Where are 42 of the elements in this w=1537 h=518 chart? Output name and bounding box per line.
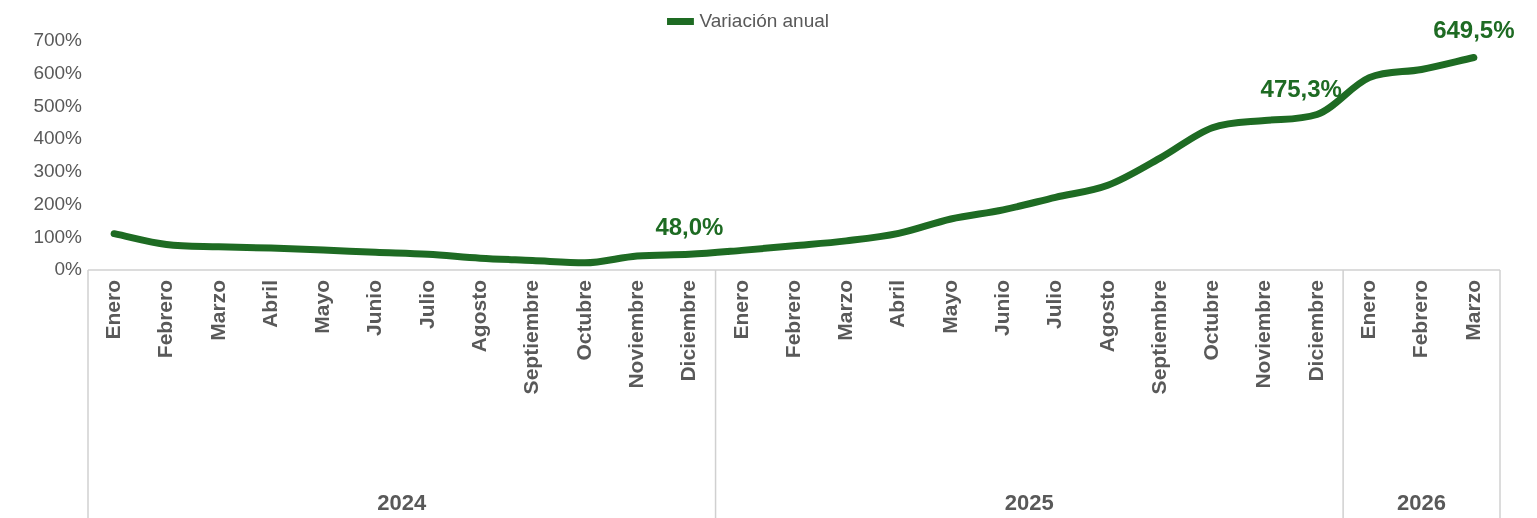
- x-tick-label: Diciembre: [1303, 280, 1327, 382]
- data-label: 48,0%: [655, 212, 724, 240]
- x-tick-label: Octubre: [1199, 280, 1223, 361]
- x-tick-label: Diciembre: [676, 280, 700, 382]
- y-tick-label: 0%: [54, 258, 83, 280]
- x-tick-label: Enero: [1356, 280, 1380, 340]
- x-tick-label: Mayo: [937, 280, 961, 334]
- data-label: 475,3%: [1260, 75, 1342, 103]
- x-tick-label: Enero: [728, 280, 752, 340]
- legend-label: Variación anual: [699, 9, 830, 31]
- y-tick-label: 700%: [33, 29, 83, 51]
- text: 2025: [1004, 490, 1054, 516]
- x-tick-label: Noviembre: [1251, 280, 1275, 389]
- x-tick-label: Agosto: [467, 280, 491, 353]
- y-tick-label: 300%: [33, 160, 83, 182]
- x-tick-label: Marzo: [833, 280, 857, 341]
- x-tick-label: Mayo: [310, 280, 334, 334]
- y-tick-label: 600%: [33, 61, 83, 83]
- y-tick-label: 500%: [33, 94, 83, 116]
- x-tick-label: Septiembre: [519, 280, 543, 395]
- x-tick-label: Junio: [362, 280, 386, 336]
- x-tick-label: Julio: [1042, 280, 1066, 330]
- y-tick-label: 400%: [33, 127, 83, 149]
- x-tick-label: Febrero: [1408, 280, 1432, 359]
- x-tick-label: Julio: [414, 280, 438, 330]
- x-tick-label: Junio: [989, 280, 1013, 336]
- x-tick-label: Febrero: [153, 280, 177, 359]
- x-tick-label: Septiembre: [1146, 280, 1170, 395]
- x-tick-label: Febrero: [780, 280, 804, 359]
- x-tick-label: Noviembre: [623, 280, 647, 389]
- x-tick-label: Agosto: [1094, 280, 1118, 353]
- x-tick-label: Abril: [885, 280, 909, 328]
- text: 2024: [377, 490, 428, 516]
- y-tick-label: 100%: [33, 225, 83, 247]
- x-tick-label: Abril: [257, 280, 281, 328]
- text: 2026: [1397, 490, 1447, 516]
- x-tick-label: Octubre: [571, 280, 595, 361]
- x-tick-label: Marzo: [205, 280, 229, 341]
- data-label: 649,5%: [1433, 16, 1515, 44]
- x-tick-label: Enero: [100, 280, 124, 340]
- x-tick-label: Marzo: [1460, 280, 1484, 341]
- y-tick-label: 200%: [33, 192, 83, 214]
